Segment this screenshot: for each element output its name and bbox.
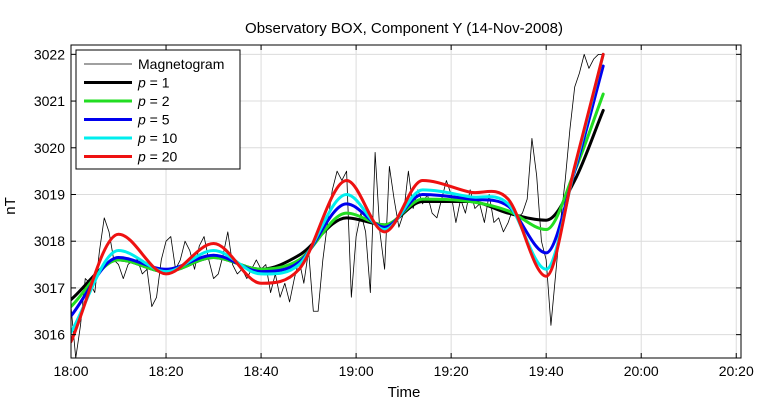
axis-ticks: 18:00 18:20 18:40 19:00 19:20 19:40 20:00 20:20… — [34, 45, 754, 379]
y-tick-label: 3021 — [34, 93, 65, 109]
legend-label: p = 1 — [137, 75, 170, 91]
y-tick-label: 3019 — [34, 186, 65, 202]
y-tick-label: 3017 — [34, 280, 65, 296]
x-tick-label: 19:40 — [529, 363, 564, 379]
x-tick-label: 18:00 — [53, 363, 88, 379]
y-tick-label: 3022 — [34, 46, 65, 62]
x-tick-label: 20:20 — [719, 363, 754, 379]
series-line-p-20 — [71, 52, 605, 344]
y-tick-label: 3016 — [34, 327, 65, 343]
legend: Magnetogram p = 1 p = 2 p = 5 p = 10 p = 20 — [75, 49, 241, 170]
x-tick-label: 19:00 — [339, 363, 374, 379]
x-axis-title: Time — [388, 384, 421, 401]
chart-title: Observatory BOX, Component Y (14-Nov-200… — [245, 20, 563, 37]
legend-label: p = 5 — [137, 112, 170, 128]
y-tick-label: 3018 — [34, 233, 65, 249]
x-tick-label: 18:40 — [244, 363, 279, 379]
series-group — [71, 52, 605, 358]
x-tick-label: 19:20 — [434, 363, 469, 379]
legend-label: Magnetogram — [138, 56, 224, 72]
legend-label: p = 2 — [137, 93, 170, 109]
y-tick-label: 3020 — [34, 140, 65, 156]
x-tick-label: 18:20 — [149, 363, 184, 379]
x-tick-label: 20:00 — [624, 363, 659, 379]
legend-label: p = 10 — [137, 130, 178, 146]
plot-frame — [70, 44, 742, 359]
y-axis-title: nT — [2, 197, 19, 215]
legend-label: p = 20 — [137, 149, 178, 165]
legend-box — [75, 49, 241, 170]
grid — [70, 45, 741, 358]
